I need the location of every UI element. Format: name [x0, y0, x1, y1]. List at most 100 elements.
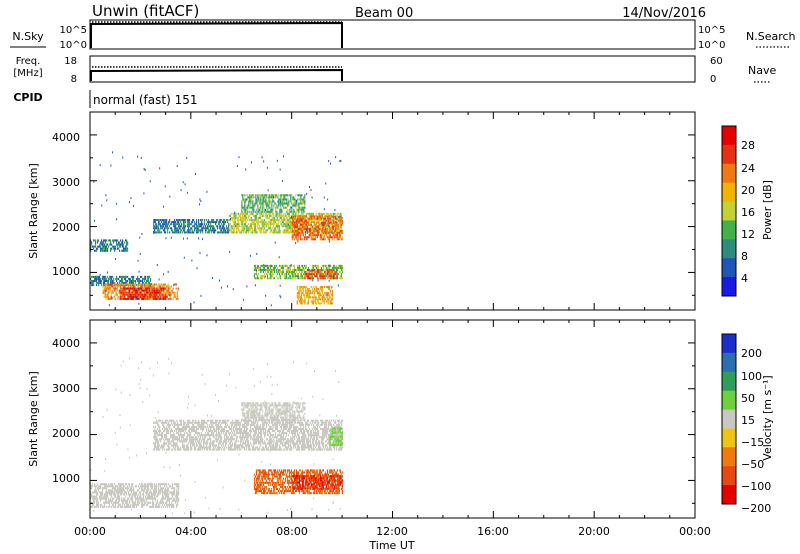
heatmap-cell [99, 487, 101, 490]
heatmap-cell [284, 277, 287, 280]
heatmap-cell [250, 194, 252, 197]
heatmap-cell [253, 214, 255, 217]
heatmap-cell [115, 493, 117, 496]
heatmap-cell [299, 232, 301, 235]
heatmap-cell [232, 227, 234, 230]
heatmap-cell [206, 254, 208, 257]
heatmap-cell [286, 200, 288, 203]
heatmap-cell [100, 247, 102, 250]
heatmap-cell [311, 292, 313, 295]
heatmap-cell [255, 219, 257, 222]
heatmap-cell [119, 241, 121, 244]
heatmap-cell [165, 287, 167, 290]
heatmap-cell [199, 229, 201, 232]
heatmap-cell [294, 275, 297, 278]
heatmap-cell [197, 227, 199, 230]
heatmap-cell [103, 239, 105, 242]
heatmap-cell [283, 155, 285, 158]
heatmap-cell [155, 289, 157, 292]
heatmap-cell [90, 277, 92, 280]
heatmap-cell [108, 304, 110, 307]
heatmap-cell [279, 277, 282, 280]
heatmap-cell [331, 268, 333, 272]
heatmap-cell [180, 227, 182, 230]
heatmap-cell [327, 223, 329, 226]
heatmap-cell [208, 229, 210, 232]
heatmap-cell [118, 495, 120, 498]
heatmap-cell [301, 300, 303, 303]
heatmap-cell [105, 194, 107, 197]
heatmap-cell [128, 295, 130, 298]
heatmap-cell [315, 285, 317, 288]
heatmap-cell [197, 237, 199, 240]
heatmap-cell [288, 202, 290, 205]
heatmap-cell [206, 223, 208, 226]
heatmap-cell [307, 302, 309, 305]
heatmap-cell [167, 291, 169, 294]
heatmap-cell [249, 225, 251, 228]
heatmap-cell [321, 290, 323, 293]
heatmap-cell [259, 268, 262, 272]
heatmap-cell [270, 208, 272, 211]
heatmap-cell [193, 436, 195, 439]
heatmap-cell [221, 231, 223, 234]
heatmap-cell [298, 217, 300, 220]
heatmap-cell [328, 285, 330, 288]
heatmap-cell [182, 444, 184, 447]
heatmap-cell [272, 196, 274, 199]
heatmap-cell [157, 499, 159, 502]
heatmap-cell [104, 277, 106, 280]
heatmap-cell [156, 289, 158, 292]
heatmap-cell [187, 229, 189, 232]
heatmap-cell [124, 277, 126, 280]
heatmap-cell [197, 448, 199, 451]
heatmap-cell [126, 243, 128, 246]
heatmap-cell [200, 438, 202, 441]
heatmap-cell [332, 264, 335, 267]
heatmap-cell [277, 206, 279, 209]
heatmap-cell [245, 216, 247, 220]
heatmap-cell [167, 497, 169, 500]
heatmap-cell [166, 503, 168, 506]
heatmap-cell [341, 268, 344, 272]
heatmap-cell [186, 446, 188, 449]
heatmap-cell [214, 221, 216, 224]
heatmap-cell [260, 219, 262, 222]
heatmap-cell [282, 204, 284, 207]
heatmap-cell [171, 291, 173, 294]
heatmap-cell [250, 198, 252, 201]
heatmap-cell [281, 221, 283, 224]
heatmap-cell [168, 499, 170, 502]
heatmap-cell [291, 194, 293, 197]
heatmap-cell [153, 297, 155, 300]
heatmap-cell [263, 221, 265, 224]
heatmap-cell [113, 287, 115, 290]
heatmap-cell [322, 266, 325, 269]
heatmap-cell [305, 228, 307, 231]
heatmap-cell [197, 229, 199, 232]
heatmap-cell [270, 229, 272, 232]
heatmap-cell [165, 438, 167, 441]
heatmap-cell [265, 268, 268, 272]
heatmap-cell [310, 273, 312, 276]
heatmap-cell [316, 271, 318, 274]
heatmap-cell [323, 221, 325, 224]
heatmap-cell [313, 234, 315, 237]
heatmap-cell [124, 241, 126, 244]
heatmap-cell [296, 232, 298, 235]
heatmap-cell [312, 232, 314, 235]
heatmap-cell [144, 275, 146, 278]
heatmap-cell [144, 287, 146, 290]
heatmap-cell [167, 430, 169, 433]
heatmap-cell [303, 268, 306, 272]
heatmap-cell [287, 208, 289, 211]
heatmap-cell [154, 225, 156, 228]
heatmap-cell [93, 279, 95, 283]
heatmap-cell [123, 282, 125, 285]
heatmap-cell [126, 291, 128, 294]
heatmap-cell [315, 227, 317, 231]
heatmap-cell [184, 438, 186, 441]
heatmap-cell [154, 491, 156, 494]
heatmap-cell [91, 501, 93, 504]
heatmap-cell [118, 247, 120, 250]
